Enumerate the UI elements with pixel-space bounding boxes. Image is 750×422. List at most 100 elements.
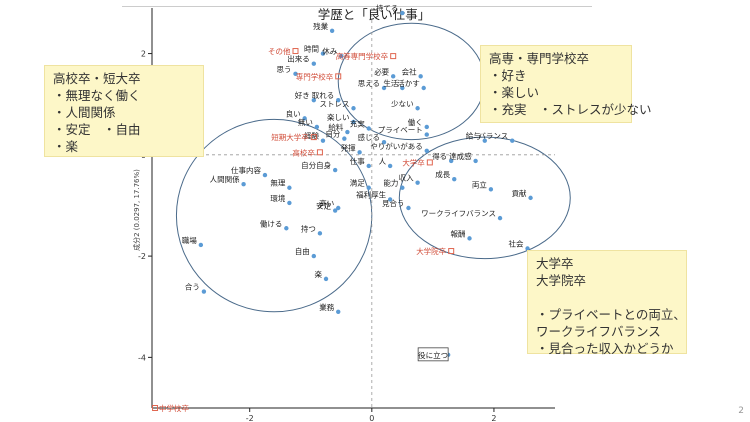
label-box (417, 347, 449, 362)
word-label: 思う (276, 65, 291, 74)
annotation-box-high-school: 高校卒・短大卒 ・無理なく働く ・人間関係 ・安定 ・自由 ・楽 (44, 65, 204, 157)
word-point (366, 185, 371, 190)
word-label: 役に立つ (418, 350, 448, 360)
word-point (448, 158, 454, 164)
word-label: 休み (322, 46, 337, 56)
word-label: バランス (478, 132, 508, 141)
word-label: 持つ (301, 223, 316, 233)
word-point (332, 167, 338, 173)
word-point (336, 309, 341, 314)
word-label: 高い (319, 198, 334, 208)
word-label: 給料 (328, 122, 343, 132)
word-label: 職場 (182, 235, 197, 245)
category-marker (335, 73, 342, 80)
word-point (400, 85, 405, 91)
word-point (317, 231, 323, 236)
word-label: ストレス (320, 99, 350, 108)
word-point (342, 136, 347, 141)
word-point (329, 28, 335, 33)
word-point (528, 195, 533, 201)
word-label: 業務 (319, 302, 334, 312)
word-point (287, 200, 292, 206)
word-point (366, 163, 371, 169)
word-label: 残業 (313, 21, 328, 31)
word-point (311, 253, 317, 259)
word-label: 持てる (376, 3, 399, 13)
category-label: 大学卒 (402, 157, 425, 167)
word-label: 無理 (270, 178, 285, 188)
word-point (302, 116, 307, 121)
y-tick-label: -2 (138, 252, 146, 261)
word-point (381, 85, 387, 91)
word-label: 自分自身 (301, 160, 331, 170)
annotation-box-vocational: 高専・専門学校卒 ・好き ・楽しい ・充実 ・ストレスが少ない (480, 45, 652, 123)
category-label: 専門学校卒 (296, 71, 334, 81)
word-point (198, 242, 204, 248)
word-label: 貢献 (512, 188, 527, 198)
annotation-text: 高専・専門学校卒 ・好き ・楽しい ・充実 ・ストレスが少ない (489, 51, 652, 117)
word-label: プライベート (378, 126, 423, 135)
category-label: 高等専門学校卒 (336, 51, 389, 61)
word-label: 社会 (509, 239, 524, 249)
category-marker (152, 405, 159, 411)
word-label: やりがいがある (370, 141, 423, 151)
word-label: 生活 (383, 78, 398, 88)
x-tick-label: 0 (369, 414, 374, 422)
word-point (293, 71, 298, 77)
word-point (320, 138, 326, 143)
word-point (311, 97, 317, 103)
word-point (339, 53, 344, 59)
word-point (497, 215, 503, 221)
word-label: 報酬 (451, 229, 466, 238)
word-point (320, 51, 326, 56)
y-axis-label: 成分2 (0.0297, 17.76%) (132, 169, 141, 251)
word-label: 福利厚生 (356, 189, 386, 199)
word-label: 人間関係 (210, 175, 240, 184)
word-point (336, 205, 341, 211)
y-tick-label: -4 (138, 353, 146, 362)
word-label: 楽 (315, 269, 323, 279)
top-rule (122, 6, 592, 7)
word-label: 働ける (260, 218, 283, 228)
annotation-box-university: 大学卒 大学院卒 ・プライベートとの両立、 ワークライフバランス ・見合った収入… (527, 250, 687, 356)
word-label: 発揮 (341, 142, 356, 152)
annotation-text: 大学卒 大学院卒 ・プライベートとの両立、 ワークライフバランス ・見合った収入… (536, 256, 686, 356)
word-label: 給与 (466, 131, 481, 141)
word-point (406, 205, 411, 211)
x-tick-label: -2 (246, 414, 254, 422)
word-point (381, 139, 387, 145)
word-point (482, 138, 487, 143)
word-label: 良い (286, 108, 301, 118)
word-point (467, 236, 472, 241)
word-point (262, 172, 268, 178)
category-label: 高校卒 (292, 147, 315, 157)
word-label: 必要 (374, 66, 389, 76)
word-label: 充実 (350, 119, 365, 129)
word-point (311, 61, 317, 66)
word-label: 環境 (270, 193, 285, 203)
word-label: 働く (408, 117, 423, 127)
word-point (201, 289, 207, 294)
category-marker (310, 134, 317, 141)
y-tick-label: 2 (141, 50, 146, 59)
word-label: 自分 (325, 129, 340, 139)
cluster-ellipse (398, 136, 571, 260)
category-marker (390, 53, 397, 60)
word-label: 楽しい (327, 112, 350, 122)
word-point (400, 10, 405, 16)
word-point (415, 180, 420, 185)
word-label: 出来る (287, 54, 310, 64)
word-point (351, 119, 356, 125)
word-label: 時間 (304, 45, 319, 54)
word-point (510, 138, 515, 143)
category-label: 大学院卒 (416, 246, 446, 256)
word-point (418, 74, 423, 79)
page-number: 2 (738, 406, 744, 416)
word-label: 見合う (382, 198, 405, 208)
word-point (314, 124, 320, 130)
word-point (424, 132, 429, 137)
word-point (351, 106, 356, 111)
category-label: 短期大学卒 (271, 132, 309, 142)
word-label: 自由 (295, 246, 310, 256)
word-point (366, 126, 371, 131)
